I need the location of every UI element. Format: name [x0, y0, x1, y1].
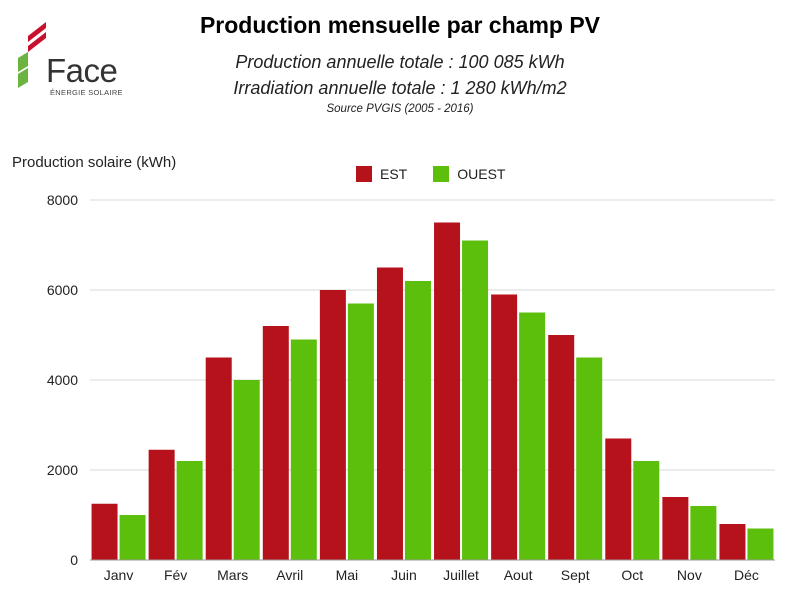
bar-est [662, 497, 689, 560]
x-tick-label: Fév [164, 567, 187, 583]
bar-ouest [404, 281, 431, 560]
face-logo: Face ÉNERGIE SOLAIRE [16, 12, 126, 97]
y-tick-label: 2000 [47, 462, 78, 478]
bar-est [719, 524, 746, 560]
y-tick-label: 6000 [47, 282, 78, 298]
annual-irradiation-text: Irradiation annuelle totale : 1 280 kWh/… [233, 78, 567, 98]
face-logo-mark-icon [18, 22, 46, 88]
x-tick-label: Mars [217, 567, 248, 583]
bar-ouest [462, 240, 489, 560]
bar-est [91, 503, 118, 560]
y-tick-label: 8000 [47, 192, 78, 208]
legend-label-est: EST [380, 166, 408, 182]
x-tick-label: Oct [621, 567, 643, 583]
legend-swatch-est [356, 166, 372, 182]
y-tick-label: 0 [70, 552, 78, 568]
bar-ouest [176, 461, 203, 560]
bar-est [548, 335, 575, 560]
x-tick-label: Nov [677, 567, 702, 583]
logo-word: Face [46, 52, 118, 89]
y-tick-label: 4000 [47, 372, 78, 388]
bar-ouest [519, 312, 546, 560]
chart-title: Production mensuelle par champ PV [199, 12, 601, 38]
bar-ouest [233, 380, 260, 560]
legend-swatch-ouest [433, 166, 450, 182]
bar-ouest [119, 515, 146, 560]
bar-est [205, 357, 232, 560]
bar-est [491, 294, 518, 560]
x-tick-label: Aout [504, 567, 533, 583]
annual-production-text: Production annuelle totale : 100 085 kWh [235, 52, 565, 72]
bar-ouest [690, 506, 717, 560]
bar-est [605, 438, 632, 560]
legend-item-est: EST [356, 166, 407, 182]
x-tick-label: Sept [561, 567, 590, 583]
legend: EST OUEST [356, 166, 531, 182]
x-tick-label: Juillet [443, 567, 479, 583]
x-tick-label: Juin [391, 567, 417, 583]
bar-est [262, 326, 289, 560]
bar-est [148, 449, 175, 560]
source-text: Source PVGIS (2005 - 2016) [326, 103, 474, 115]
bar-ouest [747, 528, 774, 560]
bar-ouest [290, 339, 317, 560]
bar-ouest [576, 357, 603, 560]
x-tick-label: Avril [276, 567, 303, 583]
x-tick-label: Janv [104, 567, 134, 583]
bar-ouest [633, 461, 660, 560]
bar-est [319, 290, 346, 560]
x-tick-label: Mai [336, 567, 359, 583]
legend-item-ouest: OUEST [433, 166, 505, 182]
legend-label-ouest: OUEST [457, 166, 506, 182]
bar-ouest [347, 303, 374, 560]
bar-est [376, 267, 403, 560]
x-tick-label: Déc [734, 567, 759, 583]
bar-est [434, 222, 461, 560]
y-axis-label: Production solaire (kWh) [12, 154, 177, 171]
logo-subtitle: ÉNERGIE SOLAIRE [50, 88, 123, 97]
